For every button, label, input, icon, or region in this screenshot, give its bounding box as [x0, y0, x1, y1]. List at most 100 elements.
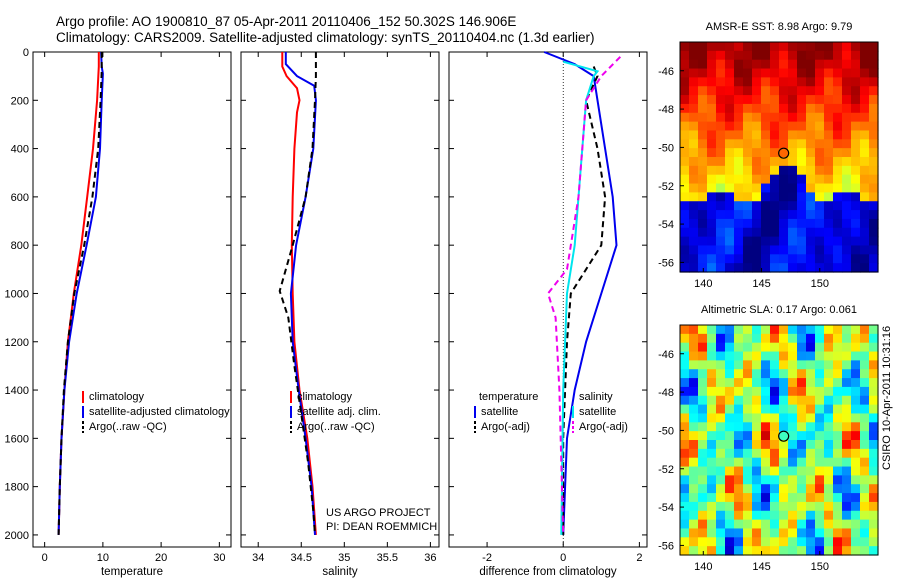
heatmap-cell	[770, 537, 780, 547]
heatmap-cell	[680, 351, 690, 361]
heatmap-cell	[743, 254, 753, 264]
heatmap-cell	[698, 466, 708, 476]
heatmap-cell	[842, 493, 852, 503]
heatmap-cell	[770, 333, 780, 344]
heatmap-cell	[689, 484, 699, 494]
heatmap-cell	[779, 369, 789, 379]
heatmap-cell	[734, 466, 744, 476]
heatmap-cell	[707, 342, 717, 353]
heatmap-cell	[734, 183, 744, 193]
heatmap-cell	[815, 165, 825, 176]
heatmap-cell	[707, 537, 717, 547]
heatmap-cell	[716, 201, 726, 211]
heatmap-cell	[806, 245, 816, 255]
heatmap-cell	[815, 68, 825, 78]
heatmap-cell	[860, 130, 870, 140]
heatmap-cell	[752, 42, 762, 52]
heatmap-cell	[860, 484, 870, 494]
heatmap-cell	[743, 192, 753, 202]
heatmap-cell	[851, 528, 861, 538]
heatmap-cell	[689, 210, 699, 220]
heatmap-cell	[851, 404, 861, 415]
heatmap-cell	[770, 86, 780, 96]
heatmap-cell	[761, 351, 771, 361]
legend-label: Argo(..raw -QC)	[297, 421, 375, 433]
heatmap-cell	[797, 466, 807, 476]
heatmap-cell	[689, 254, 699, 264]
heatmap-cell	[788, 519, 798, 530]
heatmap-cell	[734, 157, 744, 167]
x-tick-label: 0	[560, 552, 566, 564]
heatmap-cell	[869, 174, 879, 185]
heatmap-cell	[860, 86, 870, 96]
heatmap-cell	[797, 174, 807, 185]
heatmap-cell	[842, 103, 852, 114]
heatmap-cell	[725, 50, 735, 61]
heatmap-cell	[725, 466, 735, 476]
heatmap-cell	[689, 245, 699, 255]
heatmap-cell	[869, 325, 879, 335]
heatmap-cell	[698, 325, 708, 335]
heatmap-cell	[707, 422, 717, 432]
heatmap-cell	[707, 431, 717, 441]
heatmap-cell	[689, 112, 699, 123]
heatmap-cell	[860, 422, 870, 432]
heatmap-cell	[752, 148, 762, 158]
heatmap-cell	[725, 369, 735, 379]
heatmap-cell	[806, 528, 816, 538]
heatmap-cell	[869, 475, 879, 485]
plot-frame	[448, 51, 648, 548]
heatmap-cell	[725, 501, 735, 512]
heatmap-cell	[815, 42, 825, 52]
heatmap-cell	[842, 342, 852, 353]
heatmap-cell	[842, 121, 852, 132]
legend-label: Argo(-adj)	[579, 421, 628, 433]
heatmap-cell	[833, 183, 843, 193]
heatmap-cell	[698, 148, 708, 158]
heatmap-cell	[698, 386, 708, 397]
heatmap-cell	[743, 130, 753, 140]
heatmap-cell	[860, 210, 870, 220]
heatmap-cell	[725, 227, 735, 238]
heatmap-cell	[770, 475, 780, 485]
heatmap-cell	[806, 254, 816, 264]
heatmap-cell	[698, 404, 708, 415]
heatmap-cell	[707, 263, 717, 273]
heatmap-cell	[842, 218, 852, 229]
heatmap-cell	[860, 501, 870, 512]
heatmap-cell	[761, 95, 771, 105]
heatmap-cell	[842, 360, 852, 370]
map-title: Altimetric SLA: 0.17 Argo: 0.061	[701, 304, 857, 316]
heatmap-cell	[806, 360, 816, 370]
heatmap-cell	[860, 395, 870, 406]
heatmap-cell	[734, 537, 744, 547]
heatmap-cell	[716, 431, 726, 441]
heatmap-cell	[689, 386, 699, 397]
heatmap-cell	[734, 457, 744, 468]
heatmap-cell	[851, 360, 861, 370]
heatmap-cell	[743, 342, 753, 353]
heatmap-cell	[698, 431, 708, 441]
heatmap-cell	[680, 245, 690, 255]
heatmap-cell	[869, 386, 879, 397]
heatmap-cell	[806, 493, 816, 503]
x-tick-label: 35.5	[377, 552, 398, 564]
heatmap-cell	[815, 395, 825, 406]
heatmap-cell	[806, 174, 816, 185]
heatmap-cell	[842, 484, 852, 494]
heatmap-cell	[869, 510, 879, 521]
heatmap-cell	[788, 86, 798, 96]
heatmap-cell	[716, 236, 726, 247]
heatmap-cell	[824, 130, 834, 140]
heatmap-cell	[743, 333, 753, 344]
heatmap-cell	[779, 493, 789, 503]
heatmap-cell	[707, 448, 717, 459]
heatmap-cell	[698, 263, 708, 273]
heatmap-cell	[734, 210, 744, 220]
heatmap-cell	[761, 227, 771, 238]
heatmap-cell	[824, 236, 834, 247]
heatmap-cell	[779, 413, 789, 423]
heatmap-cell	[752, 210, 762, 220]
heatmap-cell	[851, 413, 861, 423]
heatmap-cell	[689, 165, 699, 176]
